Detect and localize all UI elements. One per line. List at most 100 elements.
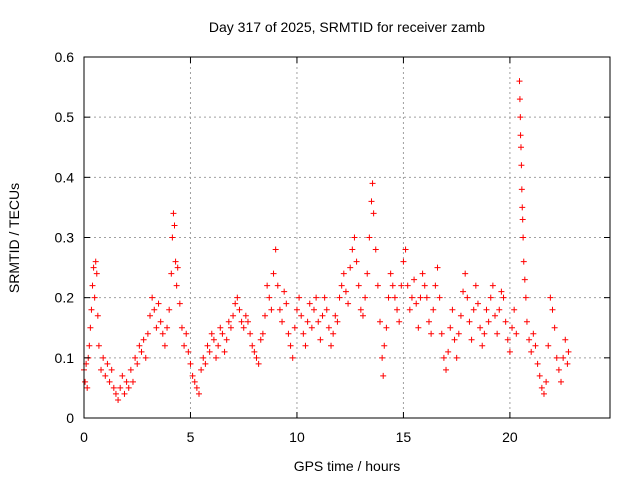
data-point — [428, 330, 435, 337]
data-point — [313, 294, 320, 301]
data-point — [191, 378, 198, 385]
data-point — [266, 294, 273, 301]
data-point — [404, 282, 411, 289]
data-point — [170, 210, 177, 217]
data-point — [353, 258, 360, 265]
data-point — [279, 318, 286, 325]
data-point — [185, 348, 192, 355]
data-point — [417, 294, 424, 301]
y-tick-label: 0.4 — [55, 169, 75, 185]
data-point — [208, 330, 215, 337]
data-points — [81, 78, 572, 403]
data-point — [381, 342, 388, 349]
data-point — [88, 306, 95, 313]
data-point — [345, 300, 352, 307]
data-point — [562, 336, 569, 343]
data-point — [300, 330, 307, 337]
data-point — [221, 348, 228, 355]
data-point — [296, 294, 303, 301]
data-point — [517, 114, 524, 121]
data-point — [244, 318, 251, 325]
data-point — [451, 336, 458, 343]
data-point — [142, 354, 149, 361]
data-point — [240, 324, 247, 331]
data-point — [462, 270, 469, 277]
data-point — [115, 396, 122, 403]
data-point — [149, 294, 156, 301]
data-point — [293, 306, 300, 313]
data-point — [520, 258, 527, 265]
data-point — [112, 390, 119, 397]
y-tick-label: 0.3 — [55, 230, 75, 246]
data-point — [516, 96, 523, 103]
data-point — [291, 324, 298, 331]
data-point — [253, 354, 260, 361]
data-point — [555, 366, 562, 373]
data-point — [504, 336, 511, 343]
data-point — [455, 330, 462, 337]
data-point — [362, 294, 369, 301]
data-point — [468, 336, 475, 343]
data-point — [423, 294, 430, 301]
data-point — [127, 366, 134, 373]
data-point — [530, 330, 537, 337]
data-point — [419, 270, 426, 277]
data-point — [166, 306, 173, 313]
data-point — [389, 282, 396, 289]
data-point — [223, 336, 230, 343]
data-point — [129, 378, 136, 385]
data-point — [536, 372, 543, 379]
data-point — [438, 330, 445, 337]
data-point — [90, 264, 97, 271]
data-point — [377, 318, 384, 325]
data-point — [528, 348, 535, 355]
data-point — [161, 342, 168, 349]
data-point — [178, 324, 185, 331]
data-point — [453, 354, 460, 361]
data-point — [534, 360, 541, 367]
data-point — [234, 294, 241, 301]
data-point — [89, 282, 96, 289]
data-point — [257, 336, 264, 343]
x-axis-label: GPS time / hours — [294, 458, 401, 474]
data-point — [518, 162, 525, 169]
data-point — [432, 282, 439, 289]
data-point — [84, 384, 91, 391]
data-point — [445, 348, 452, 355]
data-point — [151, 306, 158, 313]
data-point — [106, 378, 113, 385]
data-point — [306, 300, 313, 307]
data-point — [436, 294, 443, 301]
data-point — [516, 78, 523, 85]
data-point — [144, 330, 151, 337]
x-tick-label: 15 — [396, 429, 412, 445]
data-point — [479, 342, 486, 349]
data-point — [104, 360, 111, 367]
data-point — [543, 378, 550, 385]
data-point — [506, 348, 513, 355]
grid-lines — [84, 57, 610, 418]
data-point — [219, 330, 226, 337]
data-point — [174, 264, 181, 271]
data-point — [255, 360, 262, 367]
data-point — [523, 318, 530, 325]
data-point — [249, 342, 256, 349]
data-point — [134, 360, 141, 367]
data-point — [262, 312, 269, 319]
data-point — [489, 282, 496, 289]
data-point — [402, 246, 409, 253]
data-point — [425, 318, 432, 325]
data-point — [517, 144, 524, 151]
data-point — [276, 306, 283, 313]
data-point — [385, 294, 392, 301]
data-point — [549, 306, 556, 313]
data-point — [298, 312, 305, 319]
data-point — [359, 312, 366, 319]
y-tick-label: 0.6 — [55, 49, 75, 65]
data-point — [82, 378, 89, 385]
data-point — [157, 318, 164, 325]
x-tick-label: 20 — [502, 429, 518, 445]
data-point — [168, 270, 175, 277]
data-point — [304, 318, 311, 325]
data-point — [189, 372, 196, 379]
